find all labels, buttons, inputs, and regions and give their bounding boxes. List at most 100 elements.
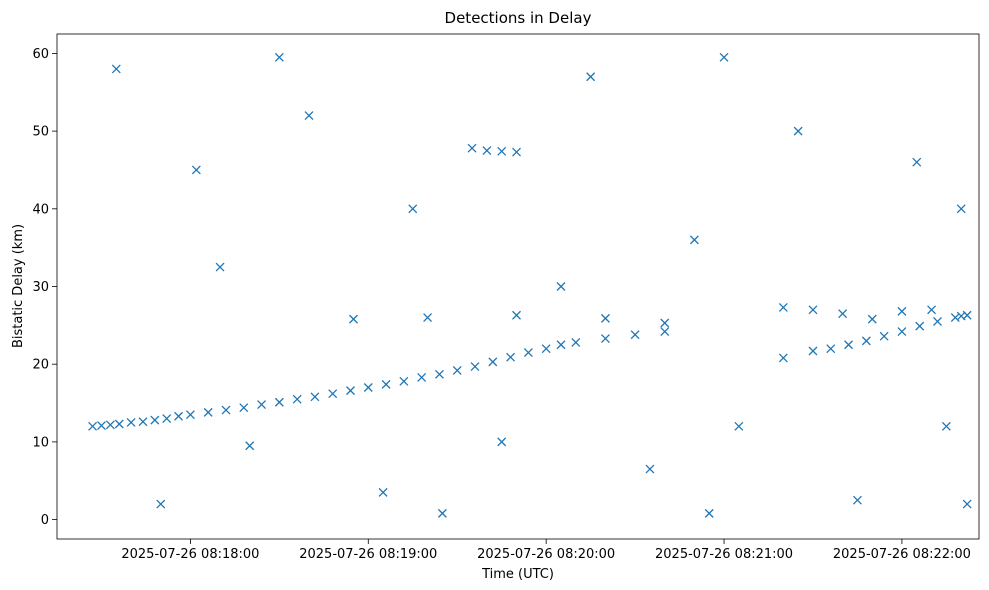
data-point <box>630 330 640 340</box>
data-point <box>778 303 788 312</box>
data-point <box>645 464 655 474</box>
data-point <box>482 146 492 155</box>
data-point <box>274 52 284 62</box>
data-point <box>897 327 907 337</box>
data-point <box>239 403 249 413</box>
data-point <box>927 305 937 315</box>
data-point <box>399 376 409 386</box>
data-point <box>600 313 610 323</box>
data-point <box>867 314 877 324</box>
y-tick-label: 50 <box>32 125 49 140</box>
data-point <box>349 314 358 324</box>
y-tick-label: 20 <box>32 358 49 373</box>
data-point <box>470 362 480 371</box>
data-point <box>378 487 388 497</box>
data-point <box>174 411 184 421</box>
data-point <box>138 417 148 427</box>
y-tick-label: 40 <box>32 202 49 217</box>
plot-area <box>56 33 980 540</box>
data-point <box>437 508 447 518</box>
data-point <box>704 508 714 518</box>
data-point <box>497 146 507 156</box>
data-point <box>434 369 444 379</box>
data-point <box>506 352 516 362</box>
data-point <box>808 346 818 356</box>
data-point <box>941 421 951 431</box>
data-point <box>97 421 106 431</box>
data-point <box>126 418 136 427</box>
data-point <box>556 340 566 350</box>
x-tick-label: 2025-07-26 08:20:00 <box>477 547 615 562</box>
y-axis-ticks: 0 10 20 30 40 50 60 <box>32 47 57 528</box>
data-point <box>956 204 966 214</box>
data-point <box>274 397 284 407</box>
data-point <box>203 407 213 417</box>
data-point <box>541 344 551 354</box>
data-points <box>88 52 972 518</box>
data-point <box>215 262 225 272</box>
data-point <box>408 204 418 214</box>
data-point <box>734 421 744 431</box>
data-point <box>915 321 925 331</box>
y-axis-label: Bistatic Delay (km) <box>11 224 26 348</box>
data-point <box>660 318 670 328</box>
data-point <box>933 317 942 326</box>
data-point <box>950 313 960 323</box>
data-point <box>962 499 972 509</box>
x-axis-ticks: 2025-07-26 08:18:00 2025-07-26 08:19:00 20… <box>121 539 971 562</box>
data-point <box>191 165 201 175</box>
data-point <box>556 282 566 291</box>
data-point <box>452 365 462 375</box>
data-point <box>423 313 433 323</box>
x-axis-label: Time (UTC) <box>481 567 554 582</box>
data-point <box>88 421 98 431</box>
chart-title: Detections in Delay <box>445 9 592 27</box>
data-point <box>571 337 581 347</box>
data-point <box>586 72 596 82</box>
y-tick-label: 0 <box>41 513 49 528</box>
data-point <box>346 386 355 396</box>
data-point <box>897 306 907 316</box>
x-tick-label: 2025-07-26 08:18:00 <box>121 547 259 562</box>
x-tick-label: 2025-07-26 08:21:00 <box>655 547 793 562</box>
data-point <box>304 111 314 121</box>
data-point <box>808 305 818 315</box>
data-point <box>114 419 124 429</box>
data-point <box>467 143 477 153</box>
data-point <box>417 372 427 382</box>
data-point <box>912 157 922 167</box>
data-point <box>660 327 670 337</box>
x-tick-label: 2025-07-26 08:22:00 <box>833 547 971 562</box>
y-tick-label: 30 <box>32 280 49 295</box>
data-point <box>778 353 788 363</box>
data-point <box>497 437 507 447</box>
data-point <box>689 235 699 245</box>
data-point <box>245 441 255 451</box>
data-point <box>852 495 862 505</box>
data-point <box>512 310 521 320</box>
data-point <box>861 336 871 346</box>
x-tick-label: 2025-07-26 08:19:00 <box>299 547 437 562</box>
data-point <box>257 400 267 410</box>
data-point <box>105 420 115 430</box>
data-point <box>381 379 391 389</box>
data-point <box>185 410 195 420</box>
y-tick-label: 60 <box>32 47 49 62</box>
data-point <box>844 340 854 350</box>
data-point <box>150 415 160 425</box>
data-point <box>719 52 729 62</box>
data-point <box>310 392 320 402</box>
data-point <box>488 357 498 367</box>
y-tick-label: 10 <box>32 435 49 450</box>
data-point <box>826 344 836 354</box>
data-point <box>363 383 373 392</box>
data-point <box>156 499 166 509</box>
data-point <box>162 414 172 424</box>
data-point <box>328 389 338 399</box>
data-point <box>879 331 889 341</box>
data-point <box>292 394 302 404</box>
data-point <box>838 309 848 319</box>
data-point <box>523 348 533 357</box>
data-point <box>111 64 121 74</box>
